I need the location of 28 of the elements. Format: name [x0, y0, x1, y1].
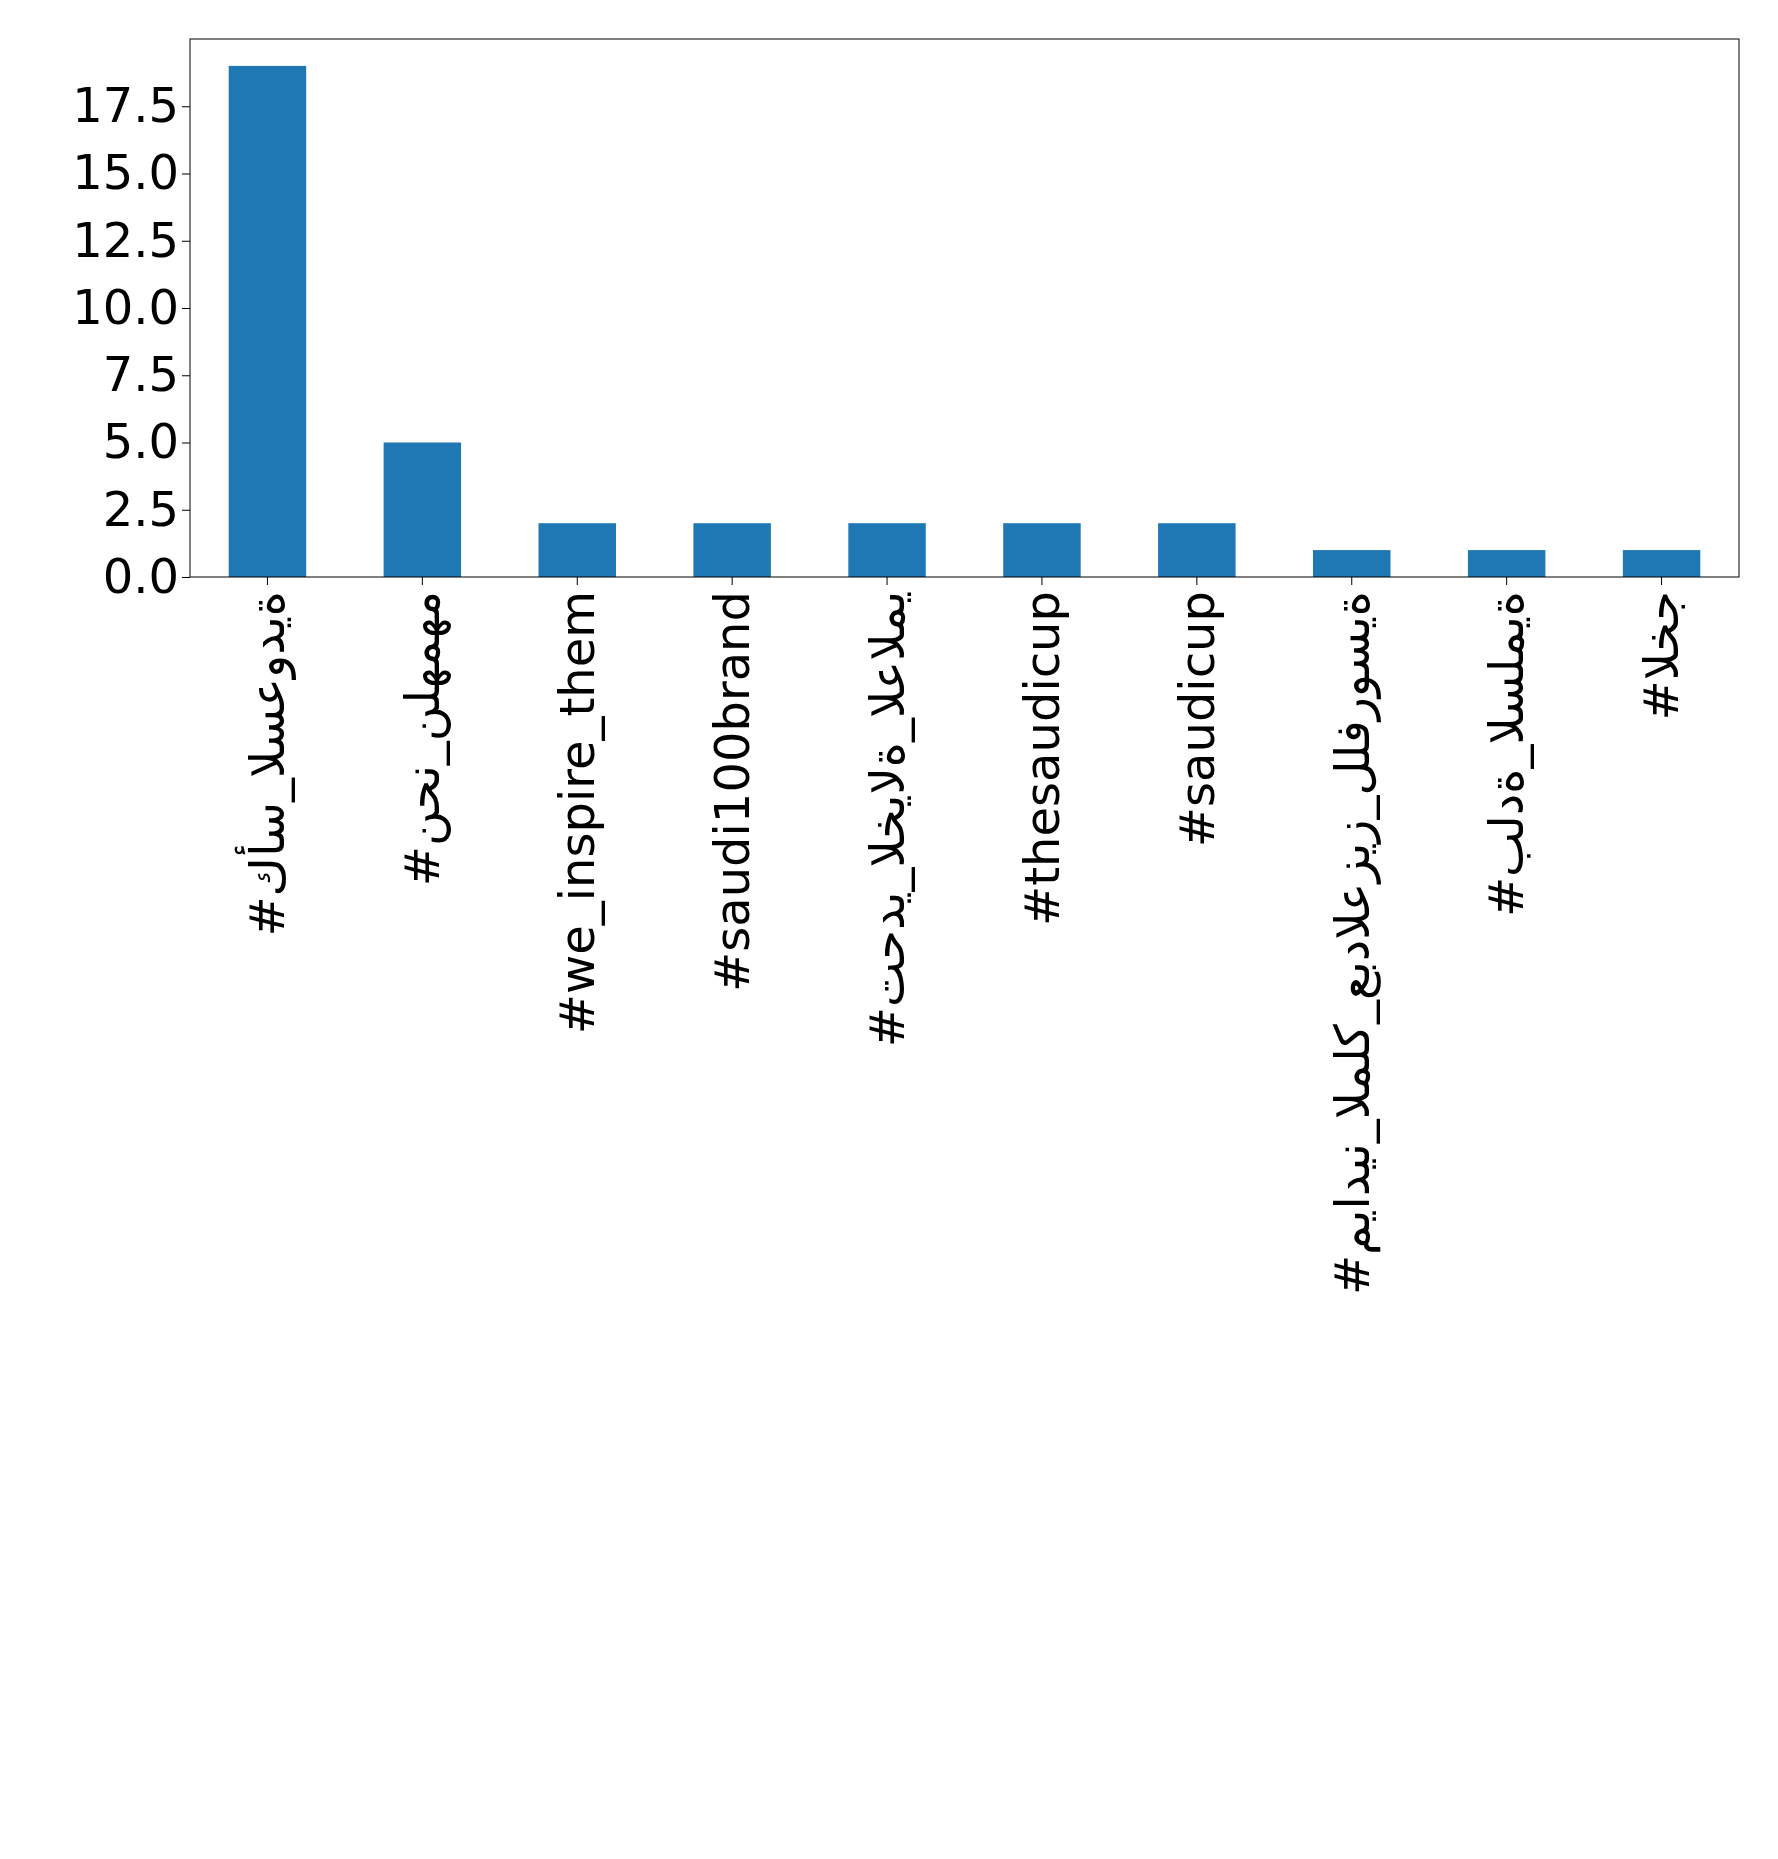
x-tick-label: #saudicup: [1168, 591, 1225, 848]
y-tick-label: 2.5: [102, 480, 179, 537]
x-tick-label: #كأس_السعودية: [234, 591, 297, 937]
bar: [1622, 550, 1701, 577]
bar: [1467, 550, 1546, 577]
bar: [848, 523, 926, 577]
bar: [538, 523, 616, 577]
y-tick-label: 15.0: [72, 144, 179, 201]
y-tick-label: 12.5: [72, 211, 179, 268]
x-tick-label: #thesaudicup: [1013, 591, 1070, 926]
bar: [228, 65, 307, 577]
y-tick-label: 5.0: [102, 413, 179, 470]
x-tick-label: #تحدي_الخيالة_العالمي: [858, 591, 915, 1048]
bar: [1313, 550, 1391, 577]
x-tick-label: #الخج: [1633, 591, 1690, 721]
y-tick-label: 10.0: [72, 278, 179, 335]
x-tick-label: #saudi100brand: [703, 591, 760, 992]
bar: [383, 442, 462, 577]
x-tick-label: #ميادين_الملك_عبدالعزيز_للفروسية: [1323, 591, 1381, 1296]
bar: [693, 523, 771, 577]
y-tick-label: 17.5: [72, 77, 179, 134]
bar: [1003, 523, 1081, 577]
bar: [1158, 523, 1236, 577]
x-tick-label: #we_inspire_them: [549, 591, 606, 1035]
x-tick-label: #بلدة_السلمية: [1478, 591, 1535, 918]
x-tick-label: #نحن_نلهمهم: [394, 591, 452, 887]
y-tick-label: 0.0: [102, 547, 179, 604]
y-tick-label: 7.5: [102, 346, 179, 403]
